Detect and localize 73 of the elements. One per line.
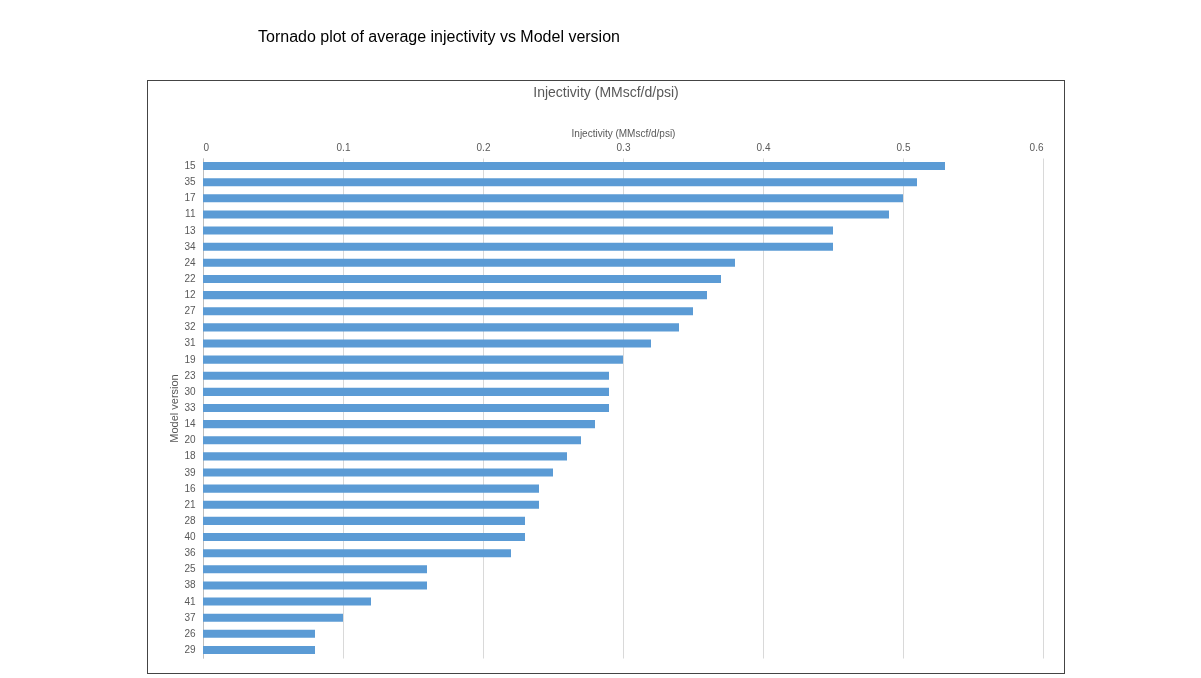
bar xyxy=(203,339,651,348)
y-tick-label: 35 xyxy=(184,176,196,188)
bar xyxy=(203,420,595,429)
y-tick-label: 25 xyxy=(184,563,196,575)
bar xyxy=(203,484,539,493)
bar xyxy=(203,436,581,445)
y-tick-label: 34 xyxy=(184,240,196,252)
bar xyxy=(203,307,693,316)
y-tick-label: 31 xyxy=(184,337,196,349)
bar xyxy=(203,565,427,574)
x-tick-label: 0.3 xyxy=(616,141,631,153)
y-tick-label: 17 xyxy=(184,192,196,204)
bar xyxy=(203,645,315,654)
y-tick-label: 22 xyxy=(184,272,196,284)
bar xyxy=(203,371,609,380)
bar xyxy=(203,387,609,396)
bar xyxy=(203,500,539,509)
bar xyxy=(203,242,833,251)
y-tick-label: 26 xyxy=(184,627,196,639)
x-tick-label: 0.6 xyxy=(1029,141,1044,153)
bar xyxy=(203,403,609,413)
y-tick-label: 38 xyxy=(184,579,196,591)
y-tick-label: 13 xyxy=(184,224,196,236)
y-tick-label: 37 xyxy=(184,611,196,623)
bar xyxy=(203,533,525,542)
bar xyxy=(203,516,525,525)
bar xyxy=(203,323,679,332)
x-tick-label: 0.2 xyxy=(476,141,491,153)
bar xyxy=(203,274,721,283)
y-tick-label: 11 xyxy=(185,208,196,220)
bar xyxy=(203,226,833,235)
y-tick-label: 16 xyxy=(184,482,196,494)
y-tick-label: 20 xyxy=(184,434,196,446)
y-tick-label: 40 xyxy=(184,531,196,543)
bar xyxy=(203,258,735,267)
y-tick-label: 15 xyxy=(184,160,196,172)
bar xyxy=(203,355,623,364)
y-tick-label: 36 xyxy=(184,547,196,559)
y-tick-label: 28 xyxy=(184,514,196,526)
x-tick-label: 0.5 xyxy=(896,141,911,153)
bar xyxy=(203,178,917,187)
bar xyxy=(203,468,553,477)
bar xyxy=(203,291,707,300)
bar xyxy=(203,581,427,590)
y-tick-label: 33 xyxy=(184,402,196,413)
y-tick-label: 19 xyxy=(184,353,196,365)
bar xyxy=(203,549,511,558)
bar xyxy=(203,613,343,622)
bar xyxy=(203,452,567,461)
y-tick-label: 21 xyxy=(184,498,196,510)
chart-title: Tornado plot of average injectivity vs Model version xyxy=(258,28,620,46)
y-axis-title: Model version xyxy=(168,374,181,443)
x-tick-label: 0.1 xyxy=(336,141,351,153)
bar xyxy=(203,629,315,638)
bar xyxy=(203,162,945,171)
bar xyxy=(203,194,903,203)
x-tick-label: 0.4 xyxy=(756,141,771,153)
bar xyxy=(203,210,889,219)
y-tick-label: 23 xyxy=(184,369,196,381)
y-tick-label: 41 xyxy=(184,595,196,607)
chart-subtitle: Injectivity (MMscf/d/psi) xyxy=(532,84,680,100)
y-tick-label: 39 xyxy=(184,466,196,478)
y-tick-label: 30 xyxy=(184,385,196,397)
bar xyxy=(203,597,371,606)
y-tick-label: 27 xyxy=(184,305,196,317)
y-tick-label: 29 xyxy=(184,643,196,655)
x-axis-title: Injectivity (MMscf/d/psi) xyxy=(571,127,676,139)
y-tick-label: 18 xyxy=(184,450,196,462)
y-tick-label: 12 xyxy=(184,289,196,301)
y-tick-label: 14 xyxy=(184,418,196,430)
x-tick-label: 0 xyxy=(203,141,210,153)
y-tick-label: 32 xyxy=(184,321,196,333)
y-tick-label: 24 xyxy=(184,256,196,268)
